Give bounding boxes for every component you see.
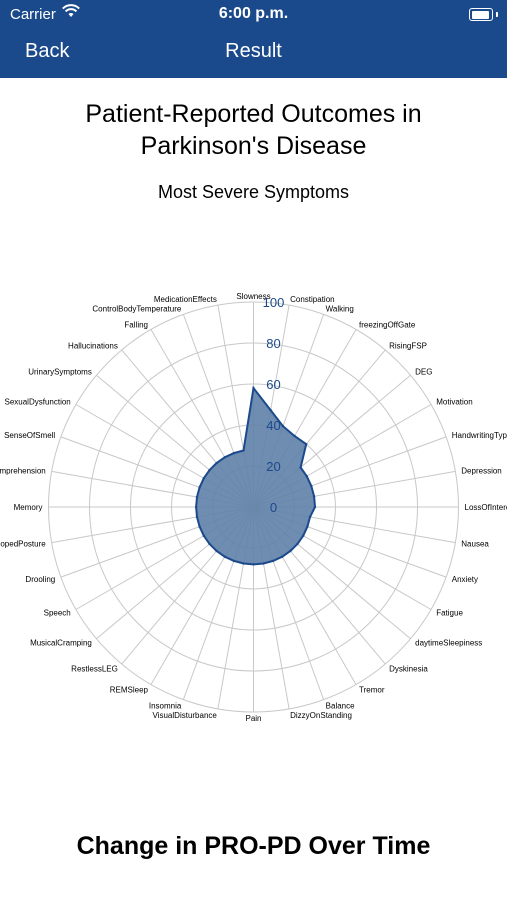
data-point — [310, 484, 313, 488]
data-point — [312, 495, 316, 498]
category-label: Comprehension — [0, 466, 46, 475]
category-label: Drooling — [25, 575, 55, 584]
data-point — [308, 515, 312, 519]
data-point — [271, 559, 275, 563]
category-label: Constipation — [290, 295, 334, 304]
category-label: Pain — [245, 714, 261, 723]
data-point — [194, 505, 198, 509]
category-label: RisingFSP — [389, 341, 427, 350]
category-label: Fatigue — [436, 609, 463, 618]
data-point — [202, 477, 205, 480]
category-label: UrinarySymptoms — [28, 367, 92, 376]
category-label: Depression — [461, 466, 501, 475]
category-label: Speech — [44, 609, 71, 618]
category-label: StoopedPosture — [0, 540, 46, 549]
category-label: freezingOffGate — [359, 320, 416, 329]
radial-tick-label: 20 — [266, 459, 280, 474]
data-point — [262, 562, 265, 565]
category-label: ControlBodyTemperature — [92, 305, 181, 314]
category-label: REMSleep — [110, 686, 149, 695]
category-label: MusicalCramping — [30, 639, 92, 648]
status-time: 6:00 p.m. — [218, 5, 289, 22]
data-point — [242, 449, 245, 452]
nav-title: Result — [225, 40, 282, 62]
data-point — [281, 424, 285, 428]
radial-tick-label: 0 — [270, 500, 277, 515]
data-point — [306, 525, 309, 528]
section-title: Change in PRO-PD Over Time — [76, 832, 431, 860]
category-label: Balance — [326, 701, 355, 710]
data-point — [223, 555, 226, 558]
wifi-icon — [62, 4, 80, 23]
category-label: LossOfInterest — [465, 503, 507, 512]
data-point — [252, 386, 255, 390]
data-point — [223, 456, 226, 459]
data-point — [269, 408, 272, 412]
data-point — [293, 434, 296, 438]
battery-icon — [469, 8, 493, 21]
category-label: Anxiety — [452, 575, 478, 584]
carrier-label: Carrier — [10, 6, 56, 23]
radial-tick-label: 60 — [266, 377, 280, 392]
data-point — [296, 542, 299, 546]
data-point — [289, 549, 292, 553]
data-point — [195, 495, 199, 499]
data-point — [232, 451, 236, 455]
category-label: Nausea — [461, 540, 489, 549]
category-label: Hallucinations — [68, 341, 118, 350]
battery-nub — [496, 12, 498, 17]
data-point — [215, 461, 218, 465]
category-label: Slowness — [236, 292, 270, 301]
category-label: HandwritingTyping — [452, 431, 507, 440]
data-point — [208, 542, 211, 546]
radial-tick-label: 100 — [263, 295, 285, 310]
chart-subtitle: Most Severe Symptoms — [157, 182, 350, 202]
data-point — [202, 534, 205, 537]
data-point — [198, 525, 201, 528]
page-title-line1: Patient-Reported Outcomes in — [85, 100, 422, 128]
data-point — [305, 442, 308, 446]
back-button[interactable]: Back — [25, 40, 70, 62]
category-label: Walking — [326, 305, 354, 314]
category-label: DEG — [415, 367, 432, 376]
data-point — [195, 515, 199, 519]
category-label: Insomnia — [149, 701, 182, 710]
category-label: VisualDisturbance — [153, 711, 218, 720]
category-label: SenseOfSmell — [4, 431, 55, 440]
category-label: DizzyOnStanding — [290, 711, 352, 720]
radial-tick-label: 40 — [266, 418, 280, 433]
data-point — [313, 505, 317, 509]
navigation-bar: Back Result — [0, 32, 507, 78]
data-point — [299, 466, 302, 469]
category-label: MedicationEffects — [154, 295, 217, 304]
category-label: Motivation — [436, 398, 472, 407]
page-title-line2: Parkinson's Disease — [140, 132, 367, 160]
data-point — [305, 475, 308, 478]
data-point — [281, 555, 284, 558]
series-area — [195, 385, 317, 566]
data-point — [208, 468, 211, 472]
category-label: RestlessLEG — [71, 665, 118, 674]
data-point — [242, 562, 245, 565]
data-point — [232, 559, 236, 563]
data-point — [198, 486, 201, 489]
page-title: Patient-Reported Outcomes in Parkinson's… — [20, 98, 487, 162]
category-label: Tremor — [359, 686, 385, 695]
category-label: SexualDysfunction — [5, 398, 71, 407]
category-label: Falling — [124, 320, 148, 329]
status-bar: Carrier 6:00 p.m. — [0, 0, 507, 32]
data-point — [215, 549, 218, 553]
data-point — [302, 534, 305, 537]
category-label: daytimeSleepiness — [415, 639, 482, 648]
category-label: Dyskinesia — [389, 665, 428, 674]
data-point — [252, 563, 255, 566]
category-label: Memory — [14, 503, 43, 512]
radial-tick-label: 80 — [266, 336, 280, 351]
